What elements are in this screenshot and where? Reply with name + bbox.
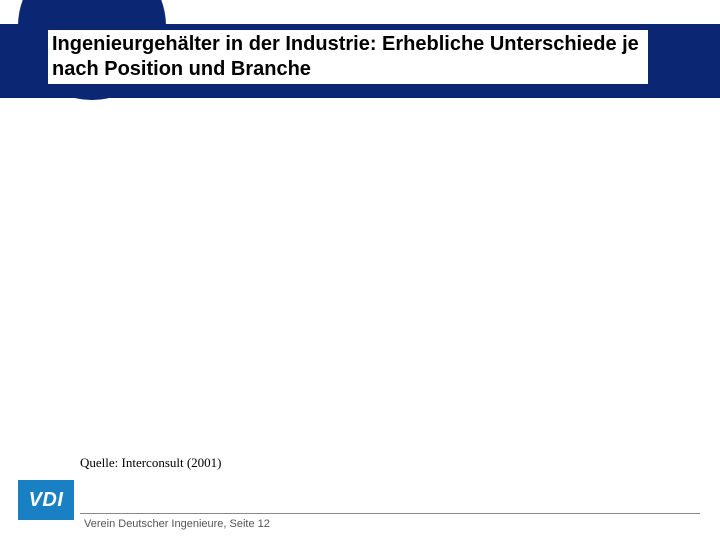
footer-divider: [80, 513, 700, 514]
vdi-logo: VDI: [18, 480, 74, 520]
title-box: Ingenieurgehälter in der Industrie: Erhe…: [48, 30, 648, 84]
vdi-logo-text: VDI: [29, 489, 64, 512]
footer-text: Verein Deutscher Ingenieure, Seite 12: [84, 518, 270, 530]
source-citation: Quelle: Interconsult (2001): [80, 455, 222, 471]
slide: Ingenieurgehälter in der Industrie: Erhe…: [0, 0, 720, 540]
page-title: Ingenieurgehälter in der Industrie: Erhe…: [52, 32, 644, 82]
